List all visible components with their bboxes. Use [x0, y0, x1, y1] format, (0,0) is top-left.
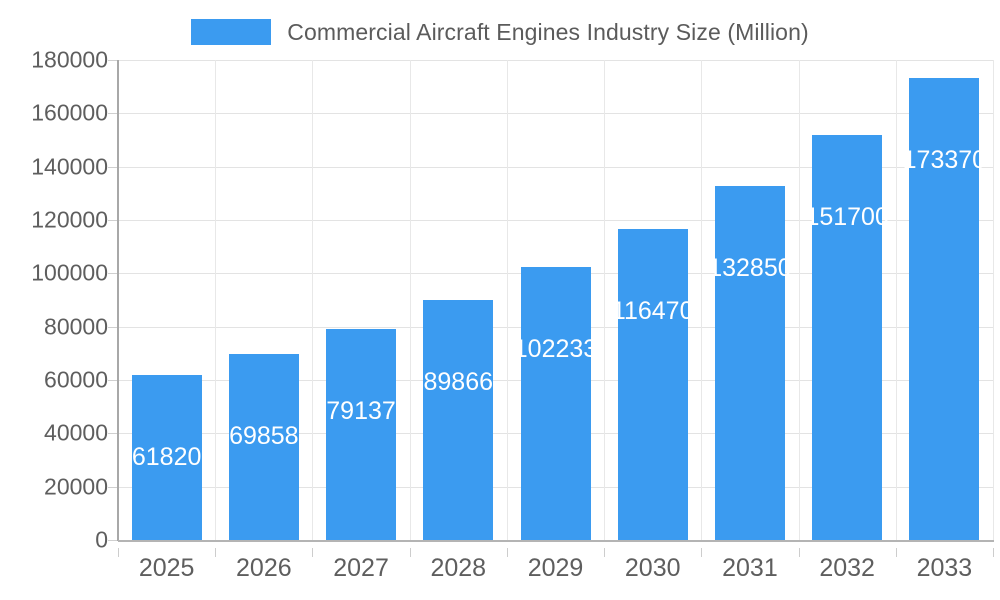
x-axis-tickmark: [993, 548, 994, 557]
y-gridline: [118, 166, 993, 168]
x-axis-tickmark: [604, 548, 605, 557]
bar[interactable]: [812, 135, 883, 540]
y-axis-tickmark: [108, 540, 118, 541]
x-gridline: [312, 60, 313, 540]
x-gridline: [604, 60, 605, 540]
y-axis-tick-label: 160000: [31, 99, 108, 126]
y-axis-tickmark: [108, 113, 118, 115]
y-axis-labels: 0 20000 40000 60000 80000 100000 120000 140000 1…: [0, 47, 108, 553]
legend-label: Commercial Aircraft Engines Industry Siz…: [287, 18, 809, 45]
x-axis-tickmark: [507, 548, 508, 557]
x-axis-tickmark: [215, 548, 216, 557]
x-axis-tickmark: [799, 548, 800, 557]
bar[interactable]: [520, 267, 591, 540]
x-axis-tickmark: [118, 548, 119, 557]
x-axis-tick-label: 2031: [722, 554, 778, 582]
plot-area: 61820 69858 79137 89866 102233 116470 132850 15…: [118, 60, 994, 541]
bar[interactable]: [326, 328, 397, 540]
y-axis-tick-label: 40000: [44, 419, 108, 446]
x-axis-tick-label: 2032: [819, 554, 875, 582]
x-axis-tickmark: [410, 548, 411, 557]
x-axis-tick-label: 2030: [624, 554, 681, 582]
y-axis-tickmark: [108, 166, 118, 168]
y-axis-tickmark: [108, 380, 118, 381]
chart-legend: Commercial Aircraft Engines Industry Siz…: [0, 10, 1000, 54]
x-axis-labels: 2025 2026 2027 2028 2029 2030 2031 2032 2033: [118, 548, 994, 592]
y-axis-tick-label: 140000: [31, 153, 108, 180]
x-gridline: [896, 60, 897, 540]
y-gridline: [118, 220, 993, 221]
bar[interactable]: [228, 353, 299, 540]
bar[interactable]: [909, 77, 980, 540]
bar[interactable]: [714, 185, 785, 540]
y-axis-tickmark: [108, 60, 118, 61]
y-axis-tickmark: [108, 326, 118, 328]
y-axis-tick-label: 0: [95, 526, 108, 553]
x-axis-tickmark: [312, 548, 313, 557]
x-axis-tick-label: 2029: [527, 554, 584, 582]
y-axis-tickmarks: [0, 60, 118, 541]
y-axis-tickmark: [108, 486, 118, 488]
x-gridline: [799, 60, 800, 540]
x-gridline: [118, 60, 119, 540]
y-axis-tick-label: 80000: [44, 313, 108, 340]
x-axis-tickmark: [701, 548, 702, 557]
y-axis-tick-label: 120000: [31, 206, 108, 233]
x-axis-line: [118, 540, 994, 542]
x-gridline: [410, 60, 411, 540]
y-axis-tickmark: [108, 273, 118, 275]
x-axis-tick-label: 2026: [236, 554, 292, 582]
x-axis-tick-label: 2028: [430, 554, 487, 582]
y-axis-tick-label: 20000: [44, 473, 108, 500]
y-axis-line: [117, 60, 119, 541]
bar[interactable]: [131, 375, 202, 540]
y-axis-tick-label: 60000: [44, 366, 108, 393]
bar[interactable]: [423, 300, 494, 540]
x-gridline: [701, 60, 702, 540]
x-gridline: [507, 60, 508, 540]
y-axis-tick-label: 180000: [31, 46, 108, 73]
bar[interactable]: [617, 229, 688, 540]
y-gridline: [118, 60, 993, 61]
legend-swatch-icon: [191, 19, 272, 45]
plot-clip: 61820 69858 79137 89866 102233 116470 132850 15…: [118, 60, 1000, 541]
y-axis-tickmark: [108, 220, 118, 221]
y-gridline: [118, 113, 993, 115]
x-gridline: [993, 60, 994, 540]
x-axis-tick-label: 2025: [138, 554, 195, 582]
x-axis-tickmark: [896, 548, 897, 557]
y-axis-tick-label: 100000: [31, 259, 108, 286]
x-axis-tick-label: 2027: [333, 554, 389, 582]
x-gridline: [215, 60, 216, 540]
x-axis-tick-label: 2033: [916, 554, 973, 582]
y-axis-tickmark: [108, 433, 118, 435]
